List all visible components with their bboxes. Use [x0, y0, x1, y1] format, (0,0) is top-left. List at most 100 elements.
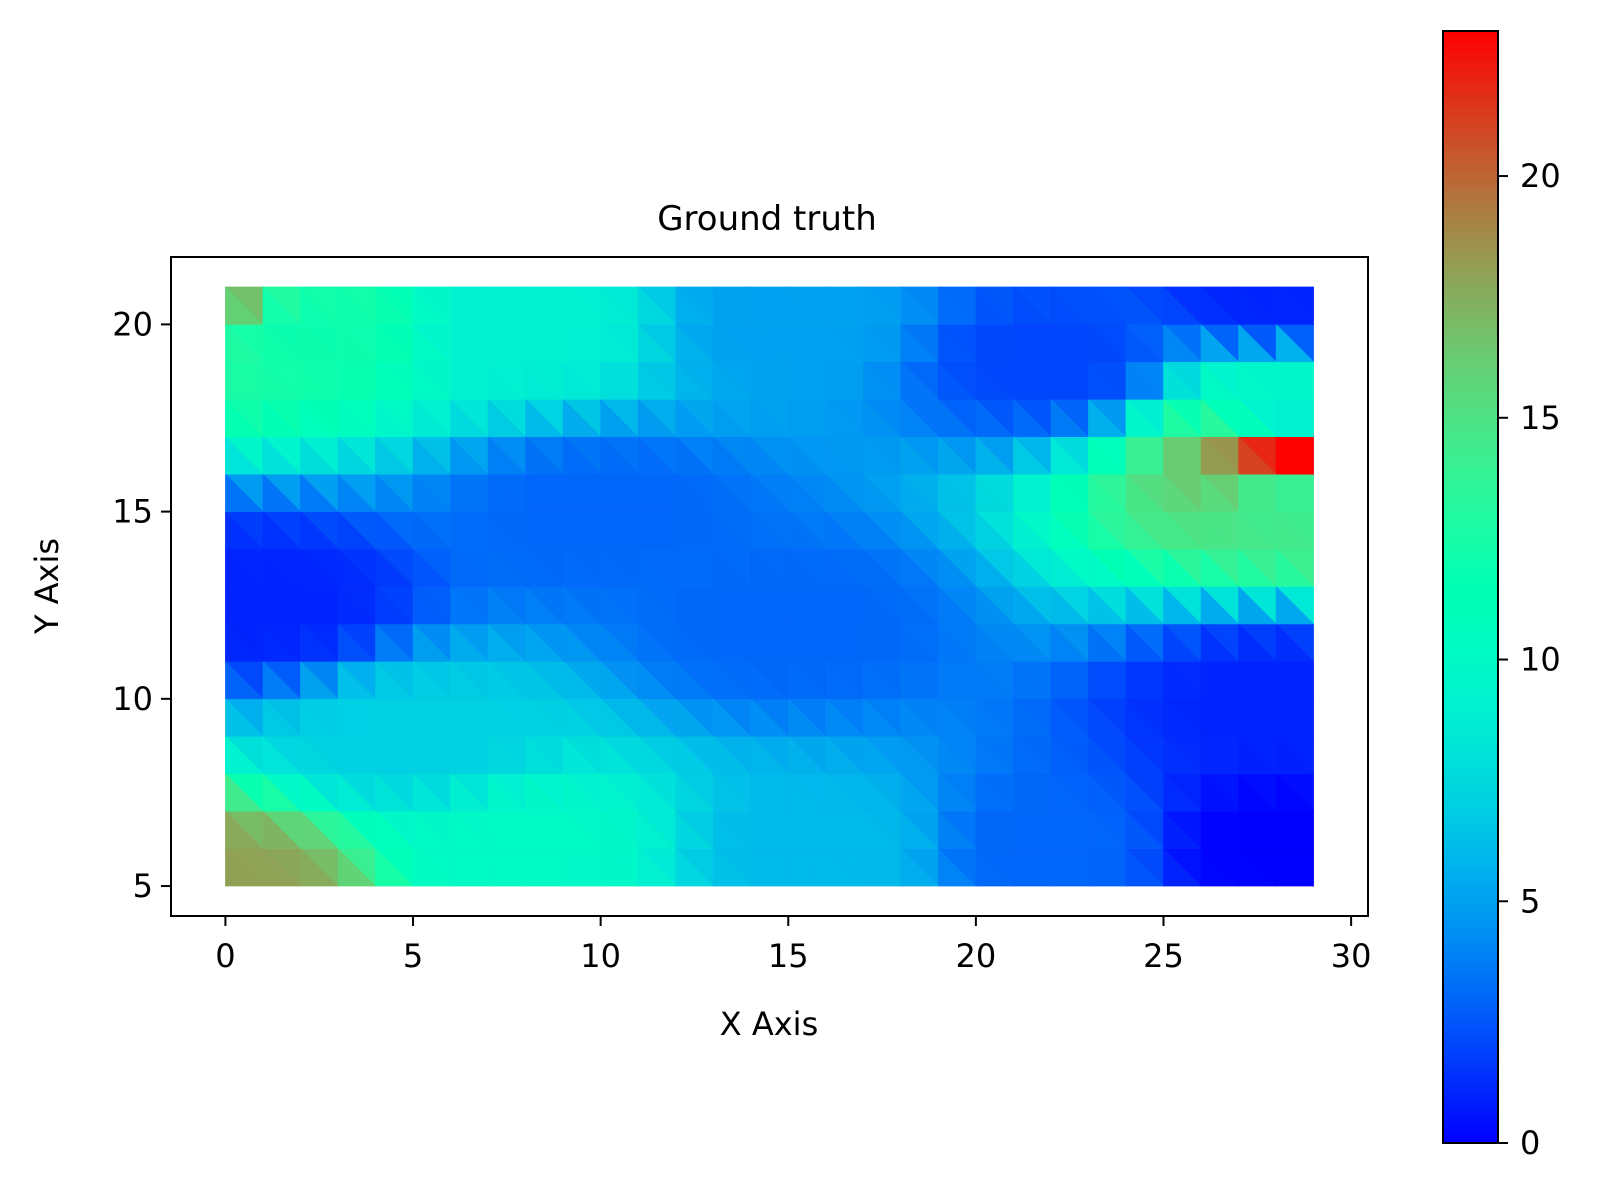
colorbar-tick-label: 20 [1520, 157, 1561, 195]
mesh-triangle-lower [487, 361, 527, 400]
mesh-triangle-lower [975, 735, 1015, 775]
mesh-triangle-lower [262, 810, 302, 849]
mesh-triangle-lower [1275, 698, 1315, 737]
mesh-triangle-lower [750, 548, 789, 587]
mesh-triangle-lower [1163, 473, 1202, 512]
mesh-triangle-lower [375, 772, 414, 812]
mesh-triangle-lower [225, 735, 264, 775]
mesh-triangle-lower [825, 398, 865, 438]
mesh-triangle-lower [337, 847, 377, 887]
mesh-triangle-lower [600, 847, 639, 887]
mesh-triangle-lower [637, 585, 677, 625]
colorbar-tick-label: 0 [1520, 1124, 1540, 1162]
mesh-triangle-lower [562, 398, 602, 438]
mesh-triangle-lower [1238, 623, 1277, 662]
mesh-triangle-lower [750, 286, 789, 325]
mesh-triangle-lower [900, 398, 940, 438]
mesh-triangle-lower [938, 548, 977, 587]
mesh-triangle-lower [375, 510, 414, 550]
mesh-triangle-lower [1088, 623, 1127, 662]
mesh-triangle-lower [487, 810, 527, 849]
mesh-triangle-lower [562, 735, 602, 775]
mesh-triangle-lower [1050, 585, 1090, 625]
mesh-triangle-lower [1013, 473, 1052, 512]
mesh-triangle-lower [863, 810, 902, 849]
mesh-triangle-lower [1163, 623, 1202, 662]
mesh-triangle-lower [637, 698, 677, 737]
mesh-triangle-lower [750, 772, 789, 812]
mesh-triangle-lower [1275, 398, 1315, 438]
mesh-triangle-lower [1050, 323, 1090, 363]
mesh-triangle-lower [637, 323, 677, 363]
mesh-triangle-lower [863, 660, 902, 700]
mesh-triangle-lower [262, 585, 302, 625]
mesh-triangle-lower [938, 473, 977, 512]
mesh-triangle-lower [938, 585, 977, 625]
mesh-triangle-lower [450, 361, 489, 400]
mesh-triangle-lower [938, 510, 977, 550]
mesh-triangle-lower [412, 735, 452, 775]
mesh-triangle-lower [1200, 436, 1240, 475]
mesh-triangle-lower [412, 436, 452, 475]
y-tick-label: 5 [133, 867, 153, 905]
mesh-triangle-lower [525, 847, 564, 887]
mesh-triangle-lower [450, 772, 489, 812]
mesh-triangle-lower [300, 510, 339, 550]
mesh-triangle-lower [562, 361, 602, 400]
mesh-triangle-lower [1088, 585, 1127, 625]
mesh-triangle-lower [637, 810, 677, 849]
mesh-triangle-lower [787, 623, 827, 662]
mesh-triangle-lower [450, 473, 489, 512]
mesh-triangle-lower [712, 510, 752, 550]
mesh-triangle-lower [525, 323, 564, 363]
mesh-triangle-lower [975, 772, 1015, 812]
mesh-triangle-lower [225, 510, 264, 550]
mesh-triangle-lower [712, 623, 752, 662]
mesh-triangle-lower [1050, 398, 1090, 438]
x-tick-label: 5 [403, 937, 423, 975]
mesh-triangle-lower [375, 436, 414, 475]
mesh-triangle-lower [487, 548, 527, 587]
mesh-triangle-lower [1163, 510, 1202, 550]
mesh-triangle-lower [1238, 772, 1277, 812]
mesh-triangle-lower [1275, 473, 1315, 512]
mesh-triangle-lower [412, 772, 452, 812]
mesh-triangle-lower [825, 623, 865, 662]
mesh-triangle-lower [1238, 510, 1277, 550]
mesh-triangle-lower [225, 286, 264, 325]
mesh-triangle-lower [975, 398, 1015, 438]
mesh-triangle-lower [863, 398, 902, 438]
mesh-triangle-lower [487, 772, 527, 812]
mesh-triangle-lower [787, 698, 827, 737]
mesh-triangle-lower [1088, 510, 1127, 550]
mesh-triangle-lower [450, 735, 489, 775]
mesh-triangle-lower [712, 735, 752, 775]
x-tick-label: 30 [1331, 937, 1372, 975]
mesh-triangle-lower [1125, 698, 1165, 737]
mesh-triangle-lower [1088, 548, 1127, 587]
mesh-triangle-lower [1013, 398, 1052, 438]
mesh-triangle-lower [1088, 398, 1127, 438]
mesh-triangle-lower [450, 548, 489, 587]
mesh-triangle-lower [450, 660, 489, 700]
mesh-triangle-lower [262, 735, 302, 775]
mesh-triangle-lower [1200, 286, 1240, 325]
mesh-triangle-lower [712, 323, 752, 363]
mesh-triangle-lower [712, 585, 752, 625]
x-tick-label: 0 [215, 937, 235, 975]
mesh-triangle-lower [600, 436, 639, 475]
mesh-triangle-lower [337, 361, 377, 400]
mesh-triangle-lower [375, 286, 414, 325]
mesh-triangle-lower [1163, 772, 1202, 812]
mesh-triangle-lower [975, 548, 1015, 587]
mesh-triangle-lower [675, 660, 714, 700]
mesh-triangle-lower [1200, 323, 1240, 363]
mesh-triangle-lower [1125, 361, 1165, 400]
mesh-triangle-lower [487, 286, 527, 325]
mesh-triangle-lower [975, 585, 1015, 625]
mesh-triangle-lower [1088, 323, 1127, 363]
mesh-triangle-lower [938, 398, 977, 438]
mesh-triangle-lower [1013, 286, 1052, 325]
colorbar-gradient [1443, 31, 1498, 1143]
